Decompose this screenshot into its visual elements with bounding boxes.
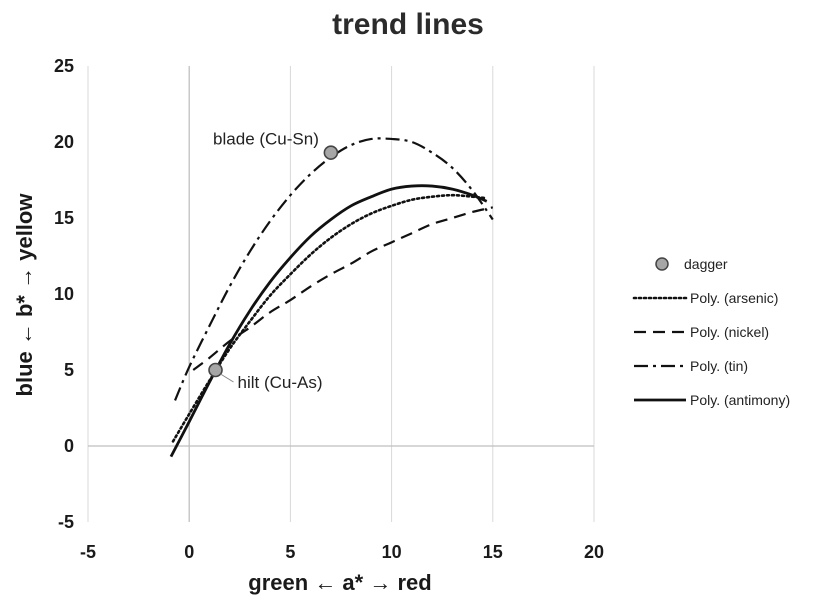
chart-title: trend lines [332, 8, 484, 41]
x-tick-label: -5 [80, 542, 96, 562]
annotation-leader [220, 373, 234, 383]
trend-curves [169, 137, 494, 458]
trend-line-dashed [192, 206, 494, 371]
dagger-point [208, 362, 223, 378]
trend-line-solid [169, 184, 488, 458]
y-tick-label: 0 [64, 436, 74, 456]
x-tick-label: 0 [184, 542, 194, 562]
axes [88, 66, 594, 522]
dagger-point [323, 145, 339, 160]
y-tick-label: 25 [54, 56, 74, 76]
x-tick-label: 5 [285, 542, 295, 562]
legend-swatch-dagger [655, 257, 669, 271]
legend: dagger Poly. (arsenic) Poly. (nickel) Poly.… [632, 256, 790, 408]
y-tick-label: 20 [54, 132, 74, 152]
point-annotation: blade (Cu-Sn) [213, 130, 319, 149]
trend-line-dotted [171, 193, 489, 443]
point-annotation: hilt (Cu-As) [238, 373, 323, 392]
x-tick-label: 15 [483, 542, 503, 562]
legend-label: dagger [684, 256, 728, 272]
x-axis-label: green ← a* → red [248, 570, 431, 595]
y-axis-label: blue ← b* → yellow [12, 193, 37, 397]
x-tick-label: 10 [382, 542, 402, 562]
point-annotations: hilt (Cu-As) blade (Cu-Sn) [213, 130, 322, 392]
y-tick-label: 10 [54, 284, 74, 304]
legend-label: Poly. (arsenic) [690, 290, 778, 306]
legend-label: Poly. (tin) [690, 358, 748, 374]
legend-label: Poly. (antimony) [690, 392, 790, 408]
y-tick-label: 5 [64, 360, 74, 380]
data-points [208, 145, 339, 378]
y-tick-label: 15 [54, 208, 74, 228]
grid-lines [87, 66, 595, 522]
y-tick-label: -5 [58, 512, 74, 532]
tick-labels: -5 0 5 10 15 20 -5 0 5 10 15 20 25 [54, 56, 604, 562]
legend-label: Poly. (nickel) [690, 324, 769, 340]
x-tick-label: 20 [584, 542, 604, 562]
